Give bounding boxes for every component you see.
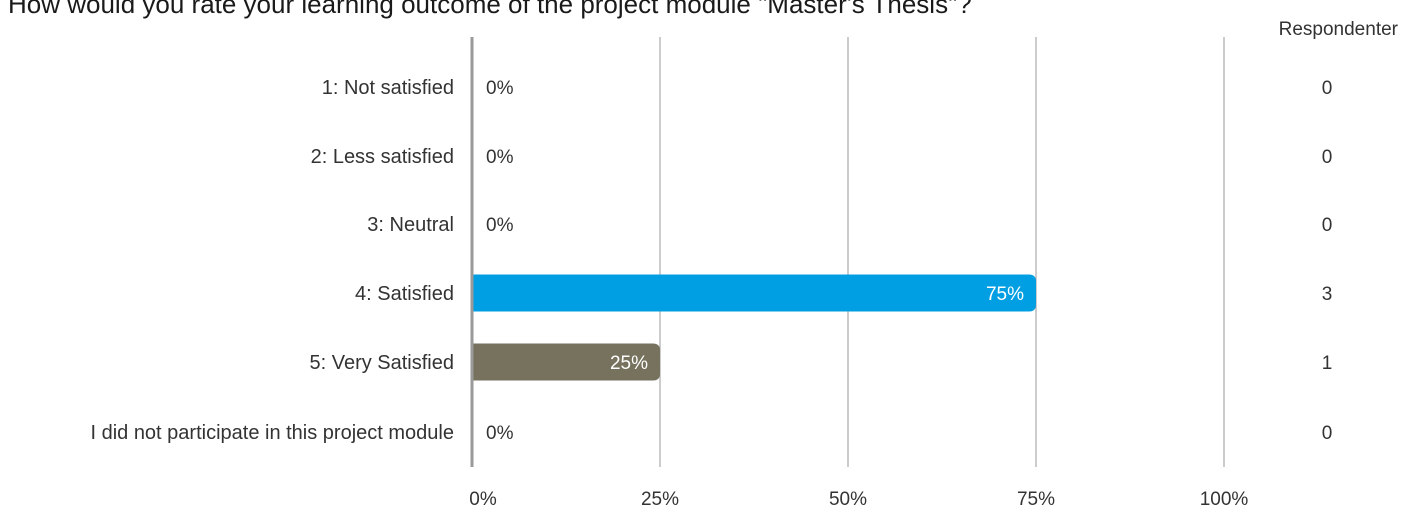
bar	[472, 343, 660, 381]
x-tick-label: 25%	[641, 489, 679, 510]
respondent-count: 3	[1322, 284, 1333, 305]
bar-value-label: 25%	[610, 353, 648, 374]
x-tick-label: 0%	[469, 489, 497, 510]
bar-value-label: 0%	[486, 147, 514, 168]
x-axis-ticks: 0% 25% 50% 75% 100%	[469, 489, 1248, 510]
respondent-count: 0	[1322, 215, 1333, 236]
bar-value-label: 75%	[986, 284, 1024, 305]
bar	[472, 274, 1036, 312]
bar-value-label: 0%	[486, 423, 514, 444]
category-label: 5: Very Satisfied	[309, 352, 454, 374]
x-tick-label: 50%	[829, 489, 867, 510]
x-tick-label: 75%	[1017, 489, 1055, 510]
x-tick-label: 100%	[1200, 489, 1249, 510]
bar-value-label: 0%	[486, 78, 514, 99]
category-label: 3: Neutral	[367, 214, 454, 236]
respondent-count: 0	[1322, 78, 1333, 99]
respondent-count: 0	[1322, 147, 1333, 168]
bar-value-label: 0%	[486, 215, 514, 236]
category-label: 4: Satisfied	[355, 283, 454, 305]
respondents-header: Respondenter	[1279, 19, 1399, 40]
chart-title: How would you rate your learning outcome…	[8, 0, 972, 19]
category-label: 1: Not satisfied	[322, 77, 454, 99]
category-label: I did not participate in this project mo…	[90, 422, 454, 444]
respondent-count: 0	[1322, 423, 1333, 444]
gridlines	[659, 37, 1225, 467]
respondent-count: 1	[1322, 353, 1333, 374]
category-label: 2: Less satisfied	[311, 146, 454, 168]
bars	[472, 274, 1036, 381]
category-labels: 1: Not satisfied 0% 0 2: Less satisfied 0% 0 3…	[90, 77, 1332, 444]
